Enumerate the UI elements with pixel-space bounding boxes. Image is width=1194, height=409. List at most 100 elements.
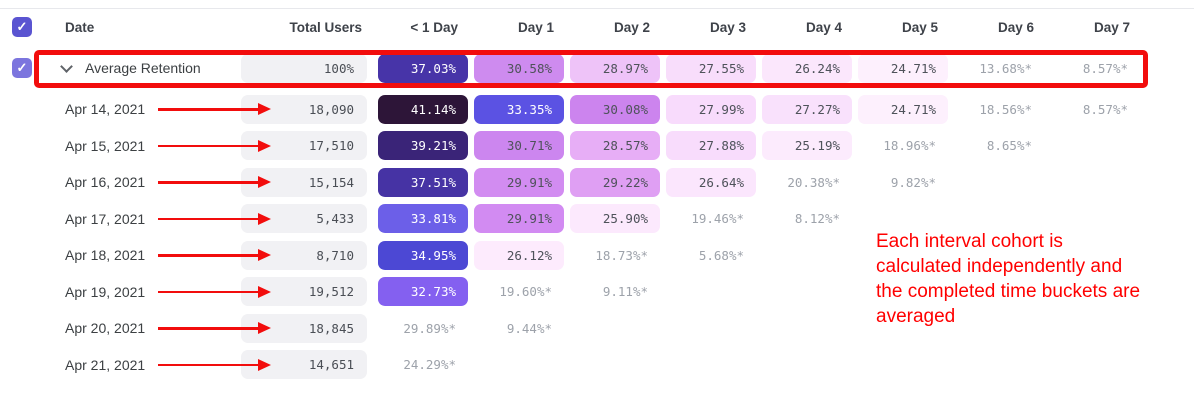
date-label: Apr 14, 2021 — [65, 101, 146, 118]
annotation-line: Each interval cohort is — [876, 231, 1063, 252]
average-retention-row: ✓ Average Retention 100% 37.03% 30.58% 28.97%… — [0, 45, 1194, 91]
date-label: Apr 17, 2021 — [65, 210, 146, 227]
retention-cell-estimated: 8.12%* — [794, 211, 840, 227]
row-checkbox-cell: ✓ — [0, 58, 40, 78]
table-row: Apr 16, 2021 15,154 37.51% 29.91% 29.22% 26.6… — [0, 164, 1194, 201]
total-users-cell: 18,845 — [241, 313, 367, 343]
empty-cell — [1050, 350, 1140, 379]
retention-cell: 41.14% — [378, 94, 468, 124]
total-users-column: 18,845 — [235, 313, 375, 343]
retention-cell-estimated: 9.82%* — [890, 174, 936, 190]
retention-cell: 30.71% — [474, 131, 564, 161]
retention-cell: 27.55% — [666, 53, 756, 83]
retention-cell: 32.73% — [378, 277, 468, 307]
retention-cell: 25.90% — [570, 204, 660, 234]
total-users-column: 17,510 — [235, 131, 375, 161]
retention-cell: 27.88% — [666, 131, 756, 161]
retention-cell: 37.03% — [378, 53, 468, 83]
retention-cell: 28.97% — [570, 53, 660, 83]
date-label: Apr 15, 2021 — [65, 137, 146, 154]
table-top-border — [0, 8, 1194, 9]
retention-cell: 29.91% — [474, 167, 564, 197]
retention-cell: 26.12% — [474, 240, 564, 270]
retention-cell-estimated: 5.68%* — [698, 247, 744, 263]
retention-cell-estimated: 18.56%* — [979, 101, 1032, 117]
retention-cell: 30.58% — [474, 53, 564, 83]
date-cell: Apr 21, 2021 — [40, 357, 235, 373]
retention-cell: 39.21% — [378, 131, 468, 161]
empty-cell — [762, 350, 852, 379]
retention-cell: 27.27% — [762, 94, 852, 124]
retention-cell: 33.35% — [474, 94, 564, 124]
column-header: Day 4 — [805, 19, 842, 35]
retention-cell-estimated: 9.44%* — [506, 320, 552, 336]
date-cell: Apr 14, 2021 — [40, 101, 235, 117]
table-row: Apr 14, 2021 18,090 41.14% 33.35% 30.08% 27.9… — [0, 91, 1194, 128]
chevron-down-icon[interactable] — [60, 59, 73, 73]
retention-cell-estimated: 8.65%* — [986, 138, 1032, 154]
date-cell: Apr 17, 2021 — [40, 211, 235, 227]
retention-cell-estimated: 8.57%* — [1082, 60, 1128, 76]
total-users-column: 100% — [235, 53, 375, 83]
empty-cell — [762, 277, 852, 306]
empty-cell — [954, 168, 1044, 197]
column-header: Day 6 — [997, 19, 1034, 35]
column-header: Total Users — [289, 19, 362, 35]
total-users-column: 14,651 — [235, 350, 375, 380]
retention-cell-estimated: 24.29%* — [403, 357, 456, 373]
table-body: ✓ Average Retention 100% 37.03% 30.58% 28.97%… — [0, 45, 1194, 383]
empty-cell — [1050, 131, 1140, 160]
empty-cell — [1050, 168, 1140, 197]
total-users-cell: 19,512 — [241, 277, 367, 307]
total-users-cell: 15,154 — [241, 167, 367, 197]
column-header: Day 1 — [517, 19, 554, 35]
column-header: Day 7 — [1093, 19, 1130, 35]
column-header: Date — [65, 19, 95, 35]
retention-cell: 29.22% — [570, 167, 660, 197]
date-cell: Apr 15, 2021 — [40, 138, 235, 154]
retention-cell-estimated: 8.57%* — [1082, 101, 1128, 117]
empty-cell — [858, 350, 948, 379]
total-users-column: 18,090 — [235, 94, 375, 124]
empty-cell — [762, 314, 852, 343]
total-users-cell: 18,090 — [241, 94, 367, 124]
retention-cell-estimated: 20.38%* — [787, 174, 840, 190]
annotation-line: averaged — [876, 306, 956, 327]
empty-cell — [474, 350, 564, 379]
table-header: ✓ Date Total Users < 1 Day Day 1 Day 2 Day 3 Da… — [0, 9, 1194, 45]
retention-cell: 28.57% — [570, 131, 660, 161]
date-label: Apr 19, 2021 — [65, 283, 146, 300]
total-users-cell: 100% — [241, 53, 367, 83]
retention-cell: 29.91% — [474, 204, 564, 234]
empty-cell — [762, 241, 852, 270]
table-row: Apr 17, 2021 5,433 33.81% 29.91% 25.90% 19.46… — [0, 201, 1194, 238]
row-checkbox[interactable]: ✓ — [12, 58, 32, 78]
annotation-line: the completed time buckets are — [876, 281, 1141, 302]
retention-cell-estimated: 18.96%* — [883, 138, 936, 154]
retention-cell-estimated: 19.46%* — [691, 211, 744, 227]
date-cell: Apr 20, 2021 — [40, 320, 235, 336]
empty-cell — [666, 350, 756, 379]
total-users-column: 15,154 — [235, 167, 375, 197]
date-label: Apr 16, 2021 — [65, 174, 146, 191]
select-all-checkbox[interactable]: ✓ — [12, 17, 32, 37]
table-row: Apr 18, 2021 8,710 34.95% 26.12% 18.73%* 5.68… — [0, 237, 1194, 274]
retention-cell: 27.99% — [666, 94, 756, 124]
retention-cell: 30.08% — [570, 94, 660, 124]
average-retention-label: Average Retention — [85, 60, 201, 76]
date-cell: Apr 18, 2021 — [40, 247, 235, 263]
date-label: Apr 21, 2021 — [65, 356, 146, 373]
column-header: Day 2 — [613, 19, 650, 35]
table-row: Apr 15, 2021 17,510 39.21% 30.71% 28.57% 27.8… — [0, 128, 1194, 165]
retention-cell-estimated: 9.11%* — [602, 284, 648, 300]
total-users-cell: 14,651 — [241, 350, 367, 380]
date-cell: Apr 19, 2021 — [40, 284, 235, 300]
retention-cell: 37.51% — [378, 167, 468, 197]
retention-cell-estimated: 18.73%* — [595, 247, 648, 263]
table-row: Apr 21, 2021 14,651 24.29%* — [0, 347, 1194, 384]
column-header: Day 5 — [901, 19, 938, 35]
total-users-column: 19,512 — [235, 277, 375, 307]
empty-cell — [666, 277, 756, 306]
retention-cell: 24.71% — [858, 53, 948, 83]
